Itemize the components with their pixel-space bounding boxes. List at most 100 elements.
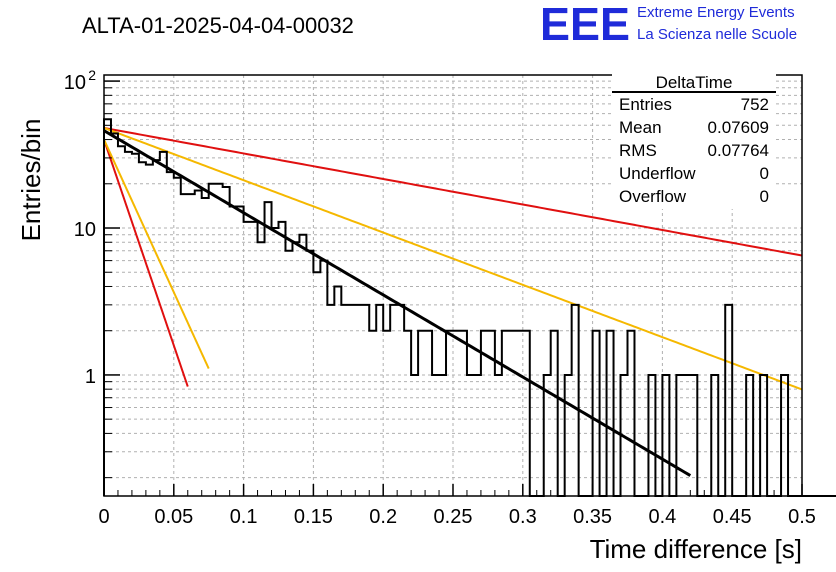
histogram-bin [306,251,313,496]
y-tick-label: 1 [85,366,96,388]
stats-box-background [612,73,776,209]
histogram-bin [690,375,697,496]
histogram-bin [320,261,327,496]
histogram-bin [139,162,146,496]
histogram-bin [223,187,230,496]
logo-subtitle-line2: La Scienza nelle Scuole [637,26,797,43]
x-tick-label: 0.25 [434,506,473,528]
stats-box: DeltaTime Entries 752 Mean 0.07609 RMS 0.0776… [612,73,776,209]
histogram-bin [662,375,669,496]
histogram-bin [299,235,306,496]
histogram-bin [272,228,279,496]
histogram-bin [565,375,572,496]
histogram-bin [348,305,355,496]
histogram-bin [118,146,125,496]
histogram-bin [628,331,635,496]
stats-row-label: Underflow [619,164,696,183]
y-tick-label: 10 [64,72,86,94]
histogram-bin [418,331,425,496]
red-envelope-curve-2 [103,139,189,387]
histogram-bin [146,165,153,496]
histogram-bin [362,305,369,496]
histogram-bin [258,242,265,496]
x-tick-label: 0.4 [648,506,676,528]
histogram-bin [432,375,439,496]
histogram-bin [446,331,453,496]
fit-curve [103,129,692,477]
eee-logo: EEE Extreme Energy Events La Scienza nel… [540,0,797,50]
histogram-bin [495,375,502,496]
red-envelope-curve-0 [103,126,803,257]
x-axis-ticks: 0 0.05 0.1 0.15 0.2 0.25 0.3 0.35 0.4 0.45 0.5 [98,484,816,528]
x-tick-label: 0.1 [230,506,258,528]
logo-wordmark: EEE [540,0,630,50]
histogram-bin [404,331,411,496]
y-axis-title: Entries/bin [16,119,46,242]
histogram-bin [607,331,614,496]
histogram-bin [195,191,202,496]
histogram-bin [572,305,579,496]
run-title: ALTA-01-2025-04-04-00032 [82,13,354,38]
histogram-bin [516,331,523,496]
histogram-bin [390,305,397,496]
histogram-bin [132,154,139,496]
histogram-bin [523,331,530,496]
stats-row-value: 0.07609 [708,118,769,137]
histogram-bin [251,222,258,496]
histogram-bin [760,375,767,496]
histogram-bin [474,375,481,496]
x-tick-label: 0.5 [788,506,816,528]
histogram-bin [746,375,753,496]
yellow-envelope-curve-1 [103,126,803,391]
histogram-bin [369,331,376,496]
histogram-bin [711,375,718,496]
histogram-bin [683,375,690,496]
histogram-bin [292,242,299,496]
histogram-bin [355,305,362,496]
histogram-bin [313,272,320,496]
stats-row-value: 752 [741,95,769,114]
histogram-bin [188,194,195,496]
histogram-bin [460,331,467,496]
histogram-bin [279,222,286,496]
histogram-bin [104,119,111,496]
histogram-bin [376,305,383,496]
stats-row-value: 0 [760,164,769,183]
stats-box-title: DeltaTime [656,73,733,92]
x-tick-label: 0.2 [369,506,397,528]
histogram-bin [467,375,474,496]
histogram-bin [676,375,683,496]
histogram-bin [453,331,460,496]
histogram-bin [216,184,223,496]
histogram-bin [285,251,292,496]
histogram-bin [439,375,446,496]
histogram-bin [244,222,251,496]
histogram-bin [202,198,209,496]
x-tick-label: 0.35 [573,506,612,528]
histogram-bin [425,331,432,496]
histogram-bin [209,184,216,496]
histogram-bin [230,207,237,496]
histogram-bin [781,375,788,496]
x-axis-title: Time difference [s] [590,534,802,564]
stats-row-label: Entries [619,95,672,114]
x-tick-label: 0.3 [509,506,537,528]
histogram-bin [509,331,516,496]
histogram-bin [265,202,272,496]
yellow-envelope-curve-3 [103,139,210,369]
stats-row-label: Mean [619,118,662,137]
x-tick-label: 0 [98,506,109,528]
x-tick-label: 0.15 [294,506,333,528]
histogram-bin [237,207,244,496]
y-tick-exponent: 2 [88,67,96,83]
histogram-bin [153,160,160,496]
y-tick-label: 10 [74,219,96,241]
histogram-bin [383,331,390,496]
histogram-bin [334,286,341,496]
histogram-bin [111,133,118,496]
x-tick-label: 0.05 [154,506,193,528]
stats-row-label: RMS [619,141,657,160]
histogram-bin [411,375,418,496]
x-tick-label: 0.45 [713,506,752,528]
